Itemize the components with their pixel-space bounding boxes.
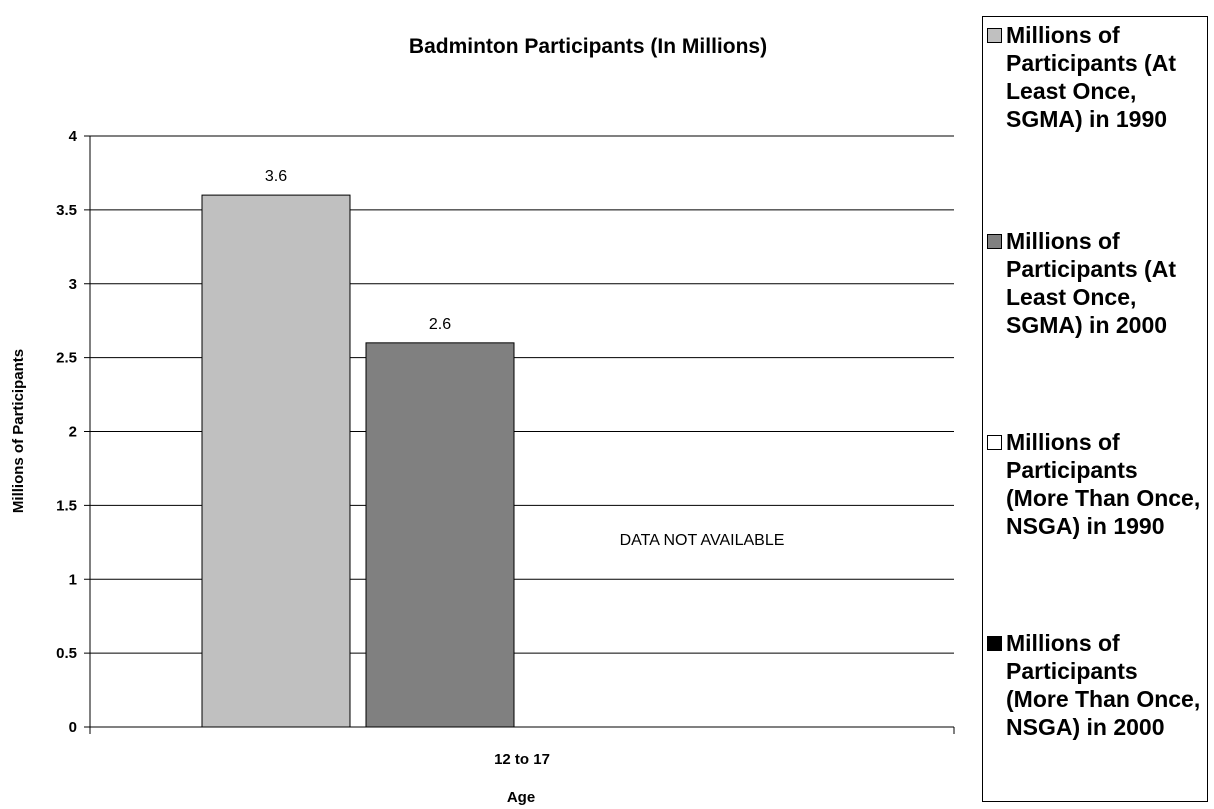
x-tick-labels: 12 to 17 <box>494 751 550 768</box>
y-tick-label: 3 <box>69 276 77 293</box>
bar-series-2 <box>365 342 515 728</box>
legend-item-3: Millions of Participants (More Than Once… <box>987 428 1206 540</box>
y-tick-label: 2.5 <box>56 350 77 367</box>
data-label-series-1: 3.6 <box>265 168 287 185</box>
legend-item-1: Millions of Participants (At Least Once,… <box>987 21 1206 133</box>
data-labels: 3.6 2.6 <box>265 168 451 333</box>
x-axis-label: Age <box>507 789 535 806</box>
y-tick-label: 2 <box>69 424 77 441</box>
y-tick-label: 3.5 <box>56 202 77 219</box>
chart-legend: Millions of Participants (At Least Once,… <box>982 16 1208 802</box>
y-tick-label: 4 <box>69 128 78 145</box>
y-tick-label: 1 <box>69 571 77 588</box>
y-tick-label: 0 <box>69 719 77 736</box>
legend-label-2: Millions of Participants (At Least Once,… <box>1006 228 1176 338</box>
y-axis-label: Millions of Participants <box>10 349 27 513</box>
axes <box>84 135 955 734</box>
gridlines <box>90 135 954 654</box>
data-label-series-2: 2.6 <box>429 316 451 333</box>
legend-label-4: Millions of Participants (More Than Once… <box>1006 630 1201 740</box>
legend-swatch-3 <box>987 435 1002 450</box>
legend-item-4: Millions of Participants (More Than Once… <box>987 629 1206 741</box>
y-tick-labels: 0 0.5 1 1.5 2 2.5 3 3.5 4 <box>56 128 78 736</box>
y-tick-label: 1.5 <box>56 497 77 514</box>
bar-series-1 <box>201 194 351 728</box>
legend-swatch-2 <box>987 234 1002 249</box>
x-tick-label: 12 to 17 <box>494 751 550 768</box>
bars <box>201 194 515 728</box>
y-tick-label: 0.5 <box>56 645 77 662</box>
data-not-available-annotation: DATA NOT AVAILABLE <box>620 532 785 549</box>
legend-label-3: Millions of Participants (More Than Once… <box>1006 429 1201 539</box>
legend-item-2: Millions of Participants (At Least Once,… <box>987 227 1206 339</box>
legend-swatch-4 <box>987 636 1002 651</box>
chart-title: Badminton Participants (In Millions) <box>409 35 767 58</box>
legend-swatch-1 <box>987 28 1002 43</box>
legend-label-1: Millions of Participants (At Least Once,… <box>1006 22 1176 132</box>
